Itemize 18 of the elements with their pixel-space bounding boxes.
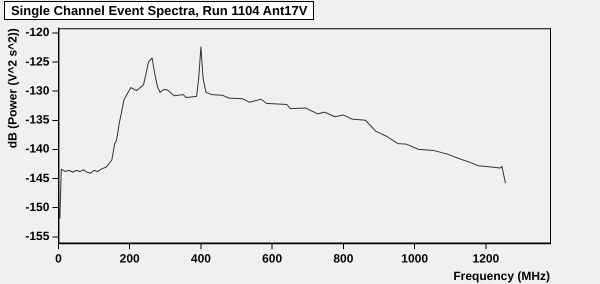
x-tick-label: 1200 bbox=[472, 252, 500, 266]
y-axis-title: dB (Power (V^2 s^2)) bbox=[6, 28, 20, 148]
y-tick-label: -130 bbox=[25, 83, 50, 98]
chart-title: Single Channel Event Spectra, Run 1104 Ant17V bbox=[4, 1, 314, 20]
y-tick-label: -145 bbox=[25, 170, 50, 185]
y-tick-label: -120 bbox=[25, 25, 50, 40]
y-tick-label: -150 bbox=[25, 200, 50, 214]
y-tick-label: -140 bbox=[25, 142, 50, 156]
y-tick-label: -135 bbox=[25, 112, 50, 127]
x-tick-label: 400 bbox=[190, 252, 212, 266]
y-tick-label: -155 bbox=[25, 229, 50, 244]
x-tick-label: 0 bbox=[55, 252, 62, 266]
x-axis-title: Frequency (MHz) bbox=[453, 269, 550, 284]
x-tick-label: 200 bbox=[120, 252, 140, 266]
y-tick-label: -125 bbox=[25, 54, 50, 68]
x-tick-label: 600 bbox=[262, 252, 282, 266]
x-tick-label: 1000 bbox=[401, 252, 428, 266]
x-tick-label: 800 bbox=[333, 252, 354, 266]
